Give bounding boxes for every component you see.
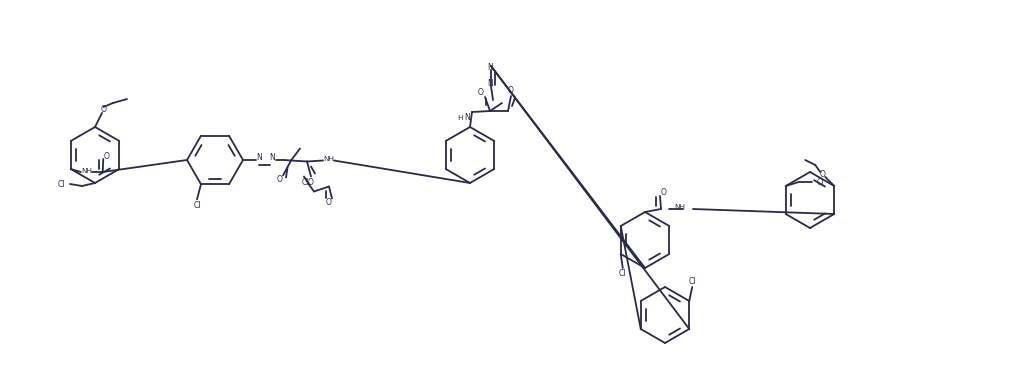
Text: Cl: Cl	[58, 180, 65, 189]
Text: Cl: Cl	[816, 177, 824, 186]
Text: NH: NH	[80, 168, 92, 174]
Text: NH: NH	[323, 156, 334, 162]
Text: H: H	[457, 115, 463, 121]
Text: Cl: Cl	[619, 268, 627, 278]
Text: O: O	[308, 177, 314, 186]
Text: N: N	[465, 114, 470, 123]
Text: O: O	[819, 170, 825, 178]
Text: NH: NH	[674, 204, 685, 210]
Text: O: O	[661, 189, 667, 198]
Text: Cl: Cl	[688, 278, 696, 286]
Text: O: O	[326, 198, 332, 207]
Text: O: O	[478, 88, 484, 97]
Text: N: N	[487, 63, 493, 72]
Text: O: O	[277, 176, 282, 184]
Text: O: O	[104, 152, 110, 161]
Text: N: N	[256, 153, 262, 162]
Text: O: O	[101, 105, 106, 114]
Text: Cl: Cl	[301, 177, 309, 186]
Text: N: N	[487, 80, 493, 88]
Text: N: N	[270, 153, 276, 162]
Text: O: O	[508, 86, 513, 95]
Text: Cl: Cl	[193, 201, 201, 210]
